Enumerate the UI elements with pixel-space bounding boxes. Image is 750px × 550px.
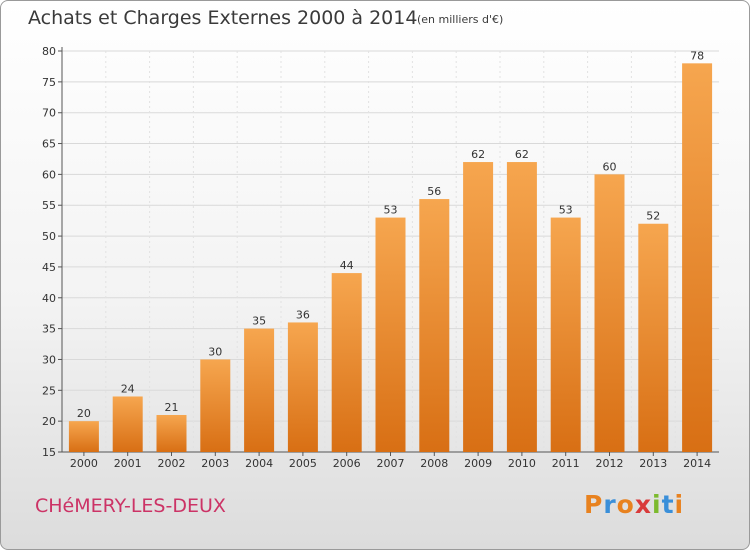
data-labels: 20 24 21 30 35 36 44 53 56 62 62 53 60 52 78 [77, 49, 704, 420]
bar-2006[interactable] [331, 273, 362, 452]
x-tick-label: 2007 [377, 457, 405, 470]
location-name: CHéMERY-LES-DEUX [35, 495, 226, 517]
data-label: 60 [603, 160, 617, 173]
data-label: 20 [77, 407, 91, 420]
data-label: 78 [690, 49, 704, 62]
chart-subtitle: (en milliers d'€) [417, 13, 504, 26]
x-tick-label: 2011 [552, 457, 580, 470]
x-tick-label: 2005 [289, 457, 317, 470]
y-tick-label: 15 [42, 446, 56, 459]
y-tick-label: 60 [42, 168, 56, 181]
data-label: 56 [427, 185, 441, 198]
y-tick-label: 80 [42, 45, 56, 58]
data-label: 30 [208, 345, 222, 358]
y-tick-label: 50 [42, 230, 56, 243]
x-tick-label: 2008 [420, 457, 448, 470]
y-tick-label: 45 [42, 261, 56, 274]
x-tick-label: 2009 [464, 457, 492, 470]
x-tick-label: 2000 [70, 457, 98, 470]
y-tick-label: 20 [42, 415, 56, 428]
data-label: 53 [559, 204, 573, 217]
y-tick-label: 65 [42, 138, 56, 151]
logo-letter: x [634, 490, 652, 519]
logo-letter: i [674, 490, 685, 519]
bar-2013[interactable] [638, 223, 669, 452]
x-tick-label: 2001 [114, 457, 142, 470]
data-label: 52 [646, 210, 660, 223]
y-tick-label: 55 [42, 199, 56, 212]
data-label: 24 [121, 382, 135, 395]
bar-2014[interactable] [682, 63, 713, 452]
bar-2010[interactable] [506, 162, 537, 453]
x-tick-label: 2010 [508, 457, 536, 470]
x-tick-label: 2004 [245, 457, 273, 470]
logo-letter: i [652, 490, 662, 519]
x-tick-label: 2003 [201, 457, 229, 470]
bar-2001[interactable] [112, 396, 143, 452]
y-tick-label: 40 [42, 292, 56, 305]
data-label: 53 [384, 204, 398, 217]
data-label: 44 [340, 259, 354, 272]
data-label: 62 [515, 148, 529, 161]
bar-2011[interactable] [550, 217, 581, 452]
bar-2009[interactable] [463, 162, 494, 453]
logo-letter: t [661, 490, 675, 519]
bar-2004[interactable] [244, 328, 275, 452]
logo-letter: P [584, 490, 604, 519]
bar-2003[interactable] [200, 359, 231, 452]
data-label: 62 [471, 148, 485, 161]
data-label: 35 [252, 315, 266, 328]
x-tick-label: 2002 [158, 457, 186, 470]
logo-letter: r [603, 490, 617, 519]
data-label: 36 [296, 308, 310, 321]
y-tick-label: 70 [42, 107, 56, 120]
chart-title: Achats et Charges Externes 2000 à 2014 [28, 7, 418, 29]
y-tick-label: 75 [42, 76, 56, 89]
bars [68, 63, 713, 453]
data-label: 21 [165, 401, 179, 414]
logo-letter: o [616, 490, 635, 519]
bar-2002[interactable] [156, 414, 187, 452]
proxiti-logo[interactable]: Proxiti [584, 490, 684, 519]
bar-2008[interactable] [419, 199, 450, 452]
x-tick-label: 2014 [683, 457, 711, 470]
bar-2005[interactable] [287, 322, 318, 452]
x-tick-label: 2006 [333, 457, 361, 470]
x-tick-label: 2012 [596, 457, 624, 470]
x-tick-label: 2013 [639, 457, 667, 470]
bar-2007[interactable] [375, 217, 406, 452]
bar-2012[interactable] [594, 174, 625, 452]
y-tick-label: 30 [42, 353, 56, 366]
bar-2000[interactable] [68, 421, 99, 452]
y-tick-label: 25 [42, 384, 56, 397]
y-tick-label: 35 [42, 323, 56, 336]
